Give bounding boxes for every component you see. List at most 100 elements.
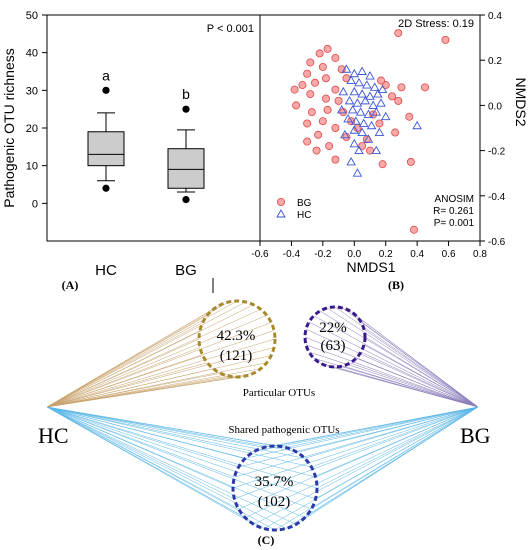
point-bg [331, 155, 340, 164]
point-hc [351, 116, 361, 125]
panel-b-xtick-label: -0.6 [251, 249, 269, 260]
panel-b-legend: BG HC [276, 197, 312, 221]
fan-line [356, 315, 479, 408]
box-hc: a [87, 67, 125, 192]
fan-line [245, 406, 479, 518]
point-hc [352, 98, 363, 107]
shared-circle [231, 444, 319, 532]
panel-b-ytick-label: 0.2 [488, 56, 502, 67]
panel-a-ylabel: Pathogenic OTU richness [1, 48, 17, 208]
panel-label-a: (A) [62, 278, 79, 292]
hc-particular-lines [46, 300, 276, 408]
fan-line [46, 406, 255, 452]
point-bg [406, 157, 415, 166]
point-hc [346, 156, 356, 166]
point-hc [357, 127, 367, 136]
point-hc [377, 84, 388, 94]
panel-label-b: (B) [388, 278, 404, 292]
fan-line [46, 376, 238, 408]
fan-line [46, 347, 275, 408]
fan-line [46, 406, 305, 459]
point-bg [409, 225, 418, 234]
fan-line [46, 406, 234, 489]
panel-b-ytick-label: 0.4 [488, 11, 502, 22]
legend-bg-marker [276, 197, 285, 206]
shared-count: (102) [258, 494, 291, 510]
point-hc [365, 71, 375, 80]
point-bg [323, 105, 332, 114]
fan-line [295, 406, 479, 525]
box-significance-letter: a [102, 67, 110, 83]
fan-line [46, 406, 312, 510]
point-bg [331, 124, 340, 133]
panel-a-ytick-label: 0 [32, 198, 38, 210]
fan-line [46, 322, 203, 408]
point-hc [346, 75, 356, 84]
point-bg [298, 81, 307, 90]
box-outlier [102, 184, 110, 192]
fan-line [46, 406, 239, 468]
panel-label-c: (C) [258, 533, 275, 547]
fan-line [46, 330, 275, 408]
point-bg [391, 128, 400, 137]
fan-line [46, 406, 316, 500]
fan-line [46, 375, 229, 408]
point-bg [290, 85, 299, 94]
fan-line [46, 406, 235, 500]
point-hc [344, 95, 355, 105]
point-bg [325, 142, 334, 151]
fan-line [319, 362, 479, 408]
point-hc [349, 68, 360, 78]
fan-line [295, 406, 479, 452]
fan-line [285, 406, 479, 448]
fan-line [46, 315, 267, 408]
fan-line [46, 406, 246, 518]
fan-line [46, 406, 286, 529]
fan-line [304, 336, 479, 408]
panel-b-xtick-label: 0.4 [410, 249, 424, 260]
point-hc [365, 91, 375, 100]
point-hc [363, 109, 374, 118]
fan-line [46, 372, 221, 408]
fan-line [234, 406, 479, 478]
box-body [167, 148, 205, 189]
point-bg [394, 96, 403, 105]
box-bg: b [167, 86, 205, 204]
point-hc [349, 125, 360, 134]
fan-line [264, 406, 479, 529]
fan-line [46, 301, 246, 408]
fan-line [46, 304, 254, 408]
panel-b-yaxis: 0.4 0.2 0.0 -0.2 -0.4 -0.6 [480, 11, 506, 248]
point-hc [373, 89, 383, 98]
fan-line [46, 304, 221, 408]
point-bg [376, 76, 385, 85]
fan-line [46, 368, 261, 408]
point-hc [340, 129, 350, 139]
point-bg [306, 90, 315, 99]
fan-line [232, 406, 479, 489]
fan-line [319, 310, 479, 408]
fan-line [46, 406, 297, 525]
point-bg [314, 130, 323, 139]
hc-group-label: HC [38, 423, 69, 448]
panel-a-pvalue: P < 0.001 [207, 23, 254, 35]
fan-line [46, 406, 235, 478]
panel-b-ytick-label: 0.0 [488, 101, 502, 112]
point-bg [420, 83, 429, 92]
panel-b-ytick-label: -0.4 [488, 192, 506, 203]
point-bg [318, 62, 327, 71]
fan-line [253, 406, 479, 452]
point-bg [441, 35, 450, 44]
shared-otus-label: Shared pathogenic OTUs [228, 424, 339, 436]
point-hc [366, 120, 377, 130]
point-hc [369, 82, 380, 91]
panel-b-points [290, 29, 450, 234]
point-bg [378, 160, 387, 169]
panel-b-ytick-label: -0.6 [488, 237, 506, 248]
fan-line [46, 406, 318, 489]
point-hc [349, 138, 360, 148]
panel-a-ytick-label: 10 [26, 161, 38, 173]
point-hc [371, 145, 382, 155]
point-bg [310, 78, 319, 87]
panel-b-frame [259, 14, 481, 242]
